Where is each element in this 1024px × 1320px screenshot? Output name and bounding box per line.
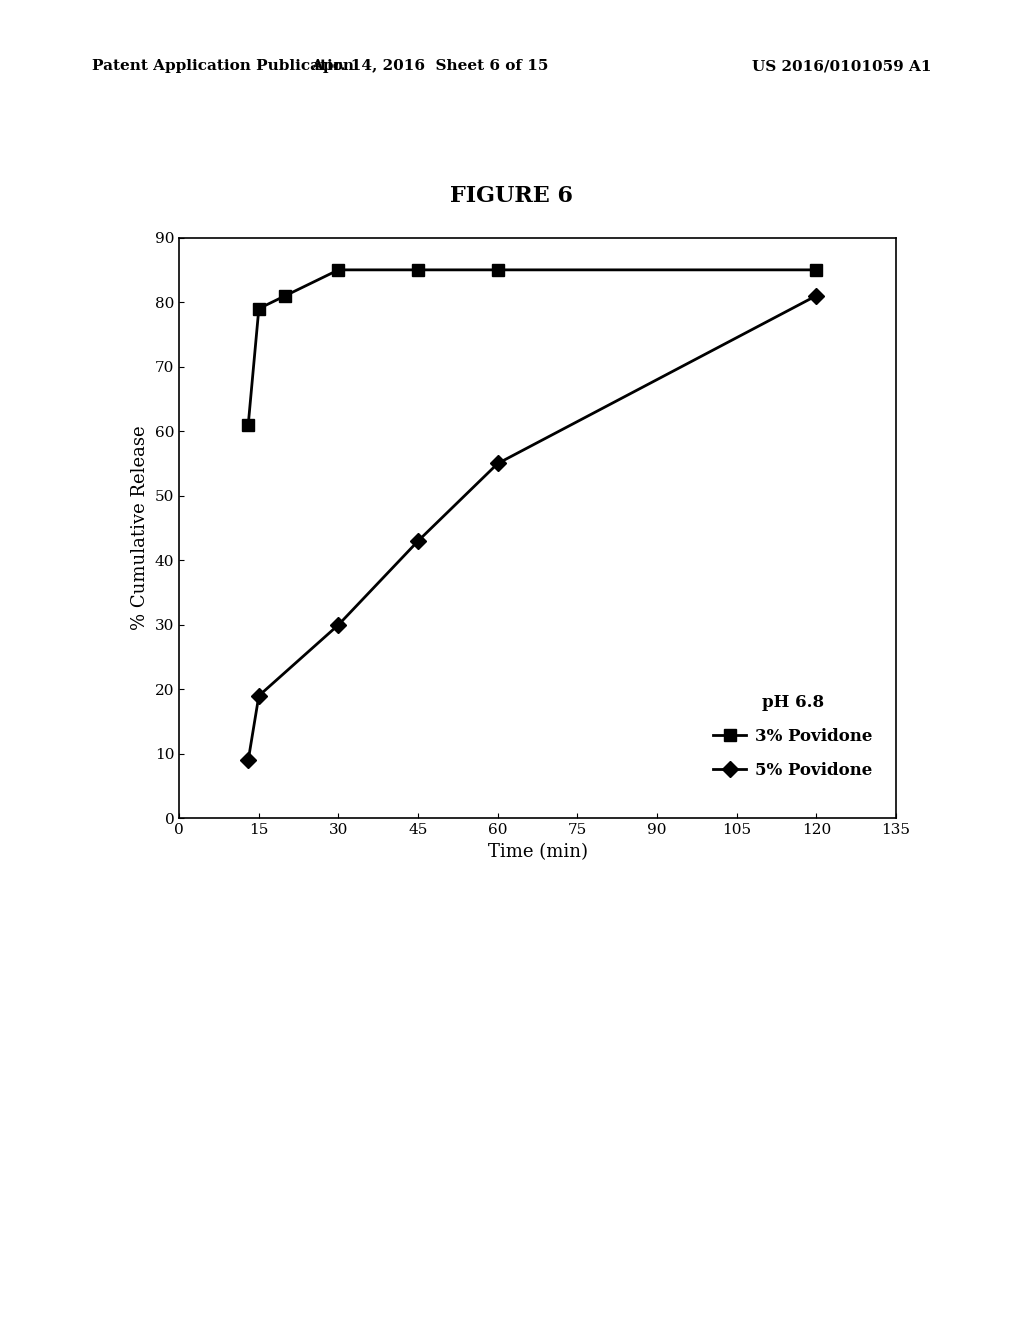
Y-axis label: % Cumulative Release: % Cumulative Release (131, 425, 150, 631)
Text: US 2016/0101059 A1: US 2016/0101059 A1 (753, 59, 932, 74)
Text: Apr. 14, 2016  Sheet 6 of 15: Apr. 14, 2016 Sheet 6 of 15 (311, 59, 549, 74)
Text: Patent Application Publication: Patent Application Publication (92, 59, 354, 74)
X-axis label: Time (min): Time (min) (487, 842, 588, 861)
Legend: 3% Povidone, 5% Povidone: 3% Povidone, 5% Povidone (705, 686, 881, 787)
Text: FIGURE 6: FIGURE 6 (451, 185, 573, 207)
